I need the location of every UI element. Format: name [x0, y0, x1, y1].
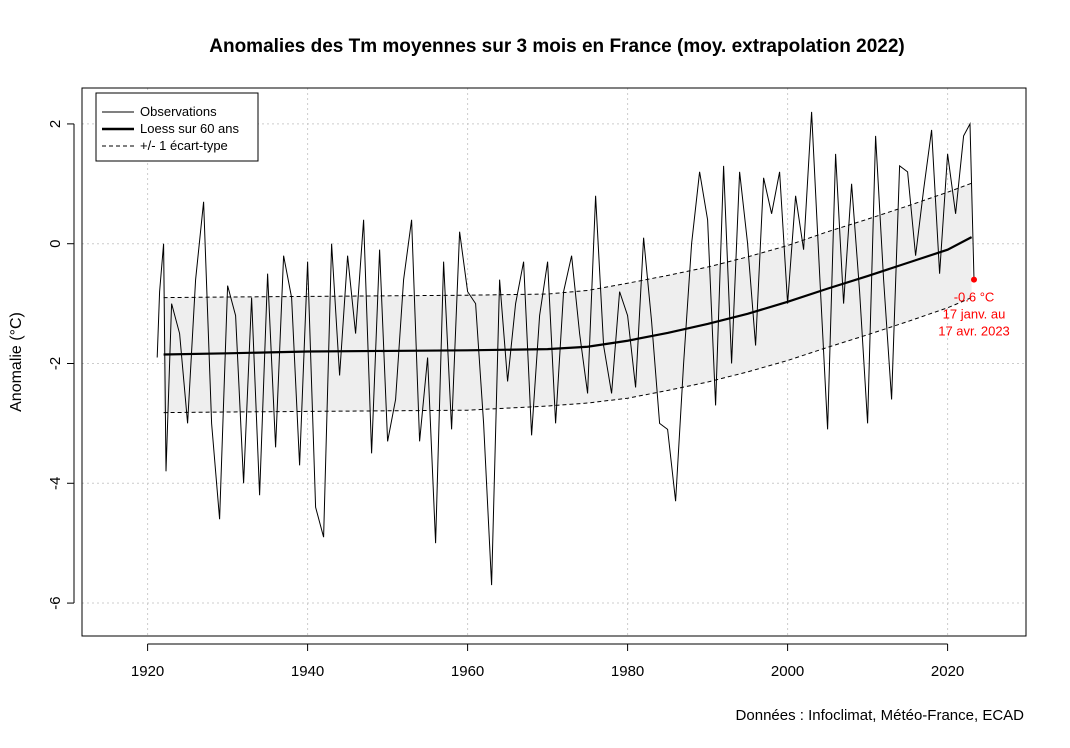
annotation-period-start: 17 janv. au [943, 307, 1006, 322]
std-band-shading [163, 183, 972, 413]
std-upper-line [163, 182, 972, 299]
loess-line [163, 236, 973, 356]
std-lower-line [163, 297, 972, 414]
plot-frame [81, 87, 1027, 637]
y-axis: -6 -4 -2 0 2 [47, 120, 75, 610]
y-axis-label: Anomalie (°C) [8, 312, 25, 412]
annotation-period-end: 17 avr. 2023 [938, 324, 1010, 339]
legend: Observations Loess sur 60 ans +/- 1 écar… [95, 92, 259, 162]
y-tick-label: 2 [47, 120, 64, 128]
x-tick-label: 2020 [931, 663, 964, 680]
chart-title: Anomalies des Tm moyennes sur 3 mois en … [209, 36, 905, 57]
x-tick-label: 1980 [611, 663, 644, 680]
legend-label-std: +/- 1 écart-type [140, 138, 228, 153]
x-tick-label: 1940 [291, 663, 324, 680]
legend-box [95, 92, 259, 162]
y-tick-label: -6 [47, 596, 64, 609]
y-tick-label: 0 [47, 240, 64, 248]
x-tick-label: 1960 [451, 663, 484, 680]
std-band-fill [163, 183, 972, 413]
std-dev-series [163, 182, 972, 414]
x-axis: 1920 1940 1960 1980 2000 2020 [131, 643, 964, 680]
x-tick-label: 2000 [771, 663, 804, 680]
last-value-annotation: -0.6 °C 17 janv. au 17 avr. 2023 [938, 276, 1010, 339]
last-value-marker [971, 276, 977, 283]
loess-series [163, 236, 973, 356]
y-tick-label: -4 [47, 477, 64, 490]
x-tick-label: 1920 [131, 663, 164, 680]
annotation-value: -0.6 °C [954, 290, 995, 305]
y-tick-label: -2 [47, 357, 64, 370]
data-source: Données : Infoclimat, Météo-France, ECAD [736, 707, 1025, 724]
legend-label-loess: Loess sur 60 ans [140, 121, 240, 136]
legend-label-observations: Observations [140, 104, 217, 119]
